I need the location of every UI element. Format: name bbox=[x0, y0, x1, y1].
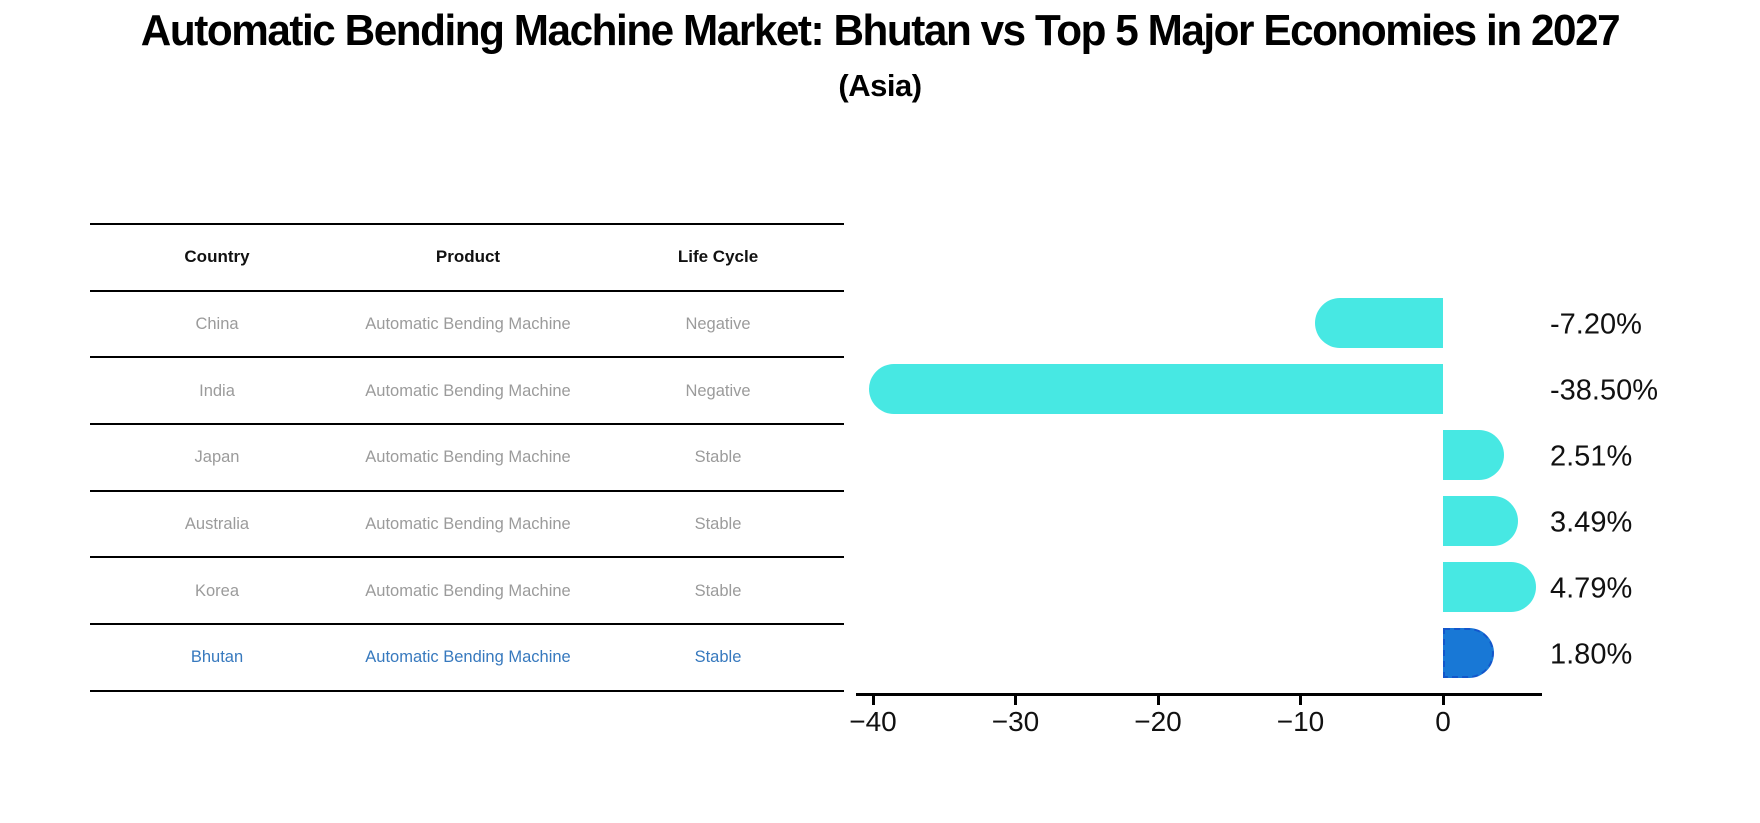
table-row: Korea Automatic Bending Machine Stable bbox=[90, 556, 844, 623]
country-product-table: Country Product Life Cycle China Automatic B… bbox=[90, 223, 844, 692]
bar-japan bbox=[1443, 430, 1504, 480]
table-row: Japan Automatic Bending Machine Stable bbox=[90, 423, 844, 490]
bar-value-label: -7.20% bbox=[1550, 308, 1642, 341]
table-header-row: Country Product Life Cycle bbox=[90, 223, 844, 290]
x-axis-tick-label: −20 bbox=[1134, 706, 1182, 737]
x-axis-line bbox=[856, 693, 1542, 696]
table-row: India Automatic Bending Machine Negative bbox=[90, 356, 844, 423]
table-cell-country: Japan bbox=[194, 448, 240, 467]
table-cell-life-cycle: Stable bbox=[694, 581, 742, 600]
bar-australia bbox=[1443, 496, 1518, 546]
table-cell-country: India bbox=[199, 381, 235, 400]
bar-india bbox=[869, 364, 1443, 414]
table-cell-life-cycle: Stable bbox=[694, 448, 742, 467]
table-row: Bhutan Automatic Bending Machine Stable bbox=[90, 623, 844, 690]
bar-korea bbox=[1443, 562, 1537, 612]
table-cell-product: Automatic Bending Machine bbox=[365, 581, 571, 600]
table-cell-product: Automatic Bending Machine bbox=[365, 314, 571, 333]
table-row: Australia Automatic Bending Machine Stable bbox=[90, 489, 844, 557]
bar-value-label: 2.51% bbox=[1550, 440, 1633, 473]
table-row: China Automatic Bending Machine Negative bbox=[90, 289, 844, 357]
x-axis-tick bbox=[1441, 696, 1445, 705]
table-cell-life-cycle: Stable bbox=[694, 515, 742, 534]
bar-china bbox=[1315, 298, 1443, 348]
x-axis-tick-label: −30 bbox=[991, 706, 1040, 737]
table-cell-product: Automatic Bending Machine bbox=[365, 448, 571, 467]
x-axis-tick bbox=[1299, 696, 1302, 705]
chart-title: Automatic Bending Machine Market: Bhutan… bbox=[140, 6, 1621, 55]
table-header-cell: Country bbox=[184, 247, 250, 266]
chart-subtitle: (Asia) bbox=[838, 68, 922, 103]
table-cell-product: Automatic Bending Machine bbox=[365, 515, 571, 534]
table-header-cell: Product bbox=[435, 247, 501, 266]
bar-value-label: 3.49% bbox=[1550, 506, 1633, 539]
table-cell-product: Automatic Bending Machine bbox=[365, 381, 571, 400]
x-axis-tick bbox=[871, 696, 875, 705]
table-cell-life-cycle: Negative bbox=[685, 314, 751, 333]
x-axis-tick bbox=[1156, 696, 1160, 705]
table-cell-country: China bbox=[195, 314, 239, 333]
x-axis-tick bbox=[1014, 696, 1017, 705]
bar-bhutan bbox=[1443, 628, 1494, 678]
bar-value-label: -38.50% bbox=[1550, 374, 1659, 407]
table-cell-life-cycle: Stable bbox=[694, 648, 742, 667]
bar-value-label: 1.80% bbox=[1550, 638, 1633, 671]
table-cell-product: Automatic Bending Machine bbox=[365, 648, 571, 667]
x-axis-tick-label: −10 bbox=[1276, 706, 1325, 737]
table-cell-country: Bhutan bbox=[190, 648, 244, 667]
table-header-cell: Life Cycle bbox=[677, 247, 759, 266]
bar-value-label: 4.79% bbox=[1550, 572, 1633, 605]
table-cell-life-cycle: Negative bbox=[685, 381, 751, 400]
x-axis-tick-label: −40 bbox=[849, 706, 897, 737]
table-cell-country: Korea bbox=[194, 581, 240, 600]
table-cell-country: Australia bbox=[184, 515, 250, 534]
x-axis-tick-label: 0 bbox=[1435, 706, 1451, 737]
